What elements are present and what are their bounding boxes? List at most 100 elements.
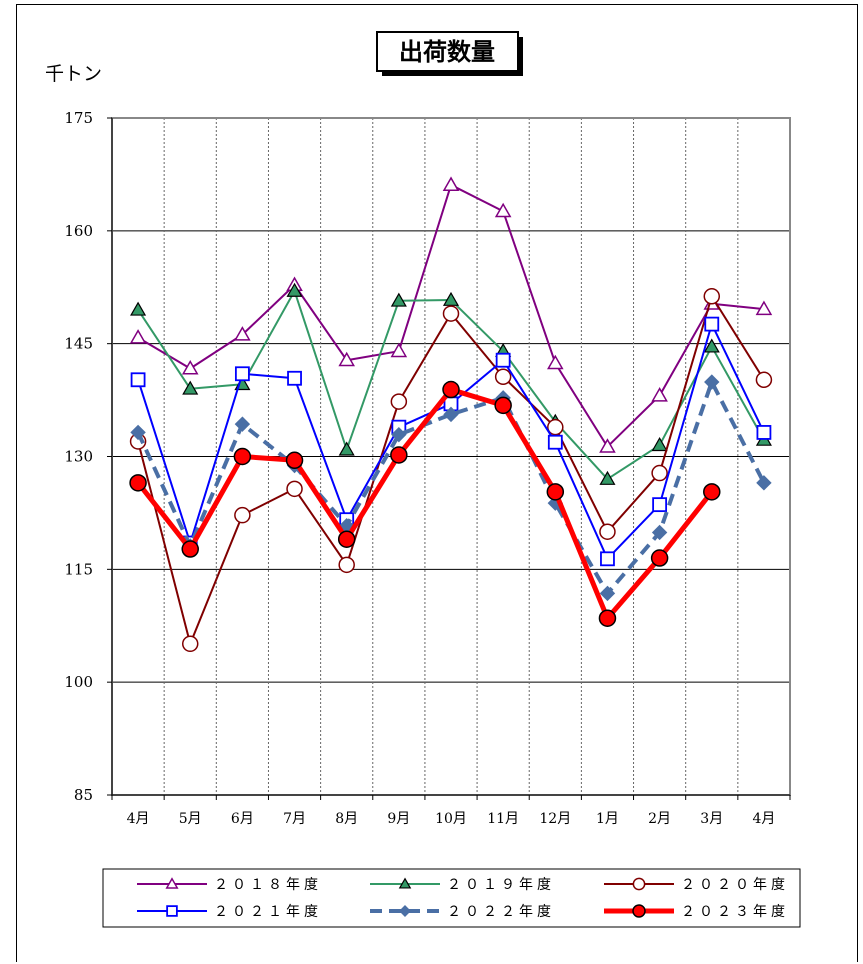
x-tick-label: 4月 xyxy=(752,811,775,827)
series-marker xyxy=(286,480,303,498)
series-marker xyxy=(130,301,147,316)
series-marker xyxy=(130,424,146,441)
series-marker xyxy=(547,434,563,450)
series-marker xyxy=(443,406,459,423)
series-marker xyxy=(391,426,407,443)
legend-label: ２０２３年度 xyxy=(681,904,789,920)
legend-entry: ２０２０年度 xyxy=(604,877,789,893)
series-marker xyxy=(390,292,407,307)
legend-entry: ２０２３年度 xyxy=(604,904,789,920)
y-tick-label: 145 xyxy=(64,335,93,353)
series-marker xyxy=(599,470,616,485)
series-line xyxy=(136,387,714,621)
series-marker xyxy=(599,438,616,453)
series-marker xyxy=(181,635,199,653)
series-marker xyxy=(651,524,668,541)
grid-lines xyxy=(112,118,790,795)
series-marker xyxy=(286,282,303,297)
x-tick-label: 1月 xyxy=(596,811,619,827)
series-marker xyxy=(494,202,512,218)
series-marker xyxy=(129,329,147,344)
series-marker xyxy=(442,176,460,191)
x-tick-label: 7月 xyxy=(283,811,306,827)
series-marker xyxy=(651,437,668,452)
series-marker xyxy=(399,905,411,917)
x-tick-label: 9月 xyxy=(387,811,410,827)
series-3 xyxy=(129,288,773,653)
series-marker xyxy=(600,551,615,567)
series-marker xyxy=(338,351,355,367)
series-marker xyxy=(337,530,356,548)
series-marker xyxy=(129,474,147,492)
x-tick-label: 5月 xyxy=(179,811,202,827)
series-marker xyxy=(181,359,199,375)
x-tick-label: 12月 xyxy=(539,811,571,827)
series-marker xyxy=(599,585,616,602)
series-marker xyxy=(442,291,460,306)
x-tick-label: 6月 xyxy=(231,811,254,827)
series-marker xyxy=(547,418,564,436)
series-marker xyxy=(234,416,251,432)
x-tick-label: 2月 xyxy=(648,811,671,827)
series-marker xyxy=(599,523,616,540)
series-marker xyxy=(547,354,564,370)
series-marker xyxy=(442,380,460,399)
series-marker xyxy=(546,483,565,501)
series-1 xyxy=(129,176,773,453)
legend-label: ２０１９年度 xyxy=(447,877,555,893)
series-marker xyxy=(704,374,720,390)
chart-title: 出荷数量 xyxy=(376,31,523,76)
x-tick-label: 8月 xyxy=(335,811,358,827)
y-tick-label: 160 xyxy=(64,222,93,240)
y-unit-label: 千トン xyxy=(45,63,102,85)
y-tick-label: 85 xyxy=(74,786,93,804)
legend-label: ２０１８年度 xyxy=(214,877,322,893)
series-6 xyxy=(129,380,721,627)
series-marker xyxy=(650,549,669,567)
y-axis: 85 100 115 130 145 160 175 xyxy=(64,109,112,804)
series-marker xyxy=(166,905,178,917)
series-marker xyxy=(495,352,511,368)
series-marker xyxy=(494,396,512,415)
chart-title-text: 出荷数量 xyxy=(399,38,495,66)
series-marker xyxy=(234,506,251,524)
legend-label: ２０２１年度 xyxy=(214,904,322,920)
legend-entry: ２０２１年度 xyxy=(137,904,322,920)
series-marker xyxy=(233,447,252,466)
legend-entry: ２０２２年度 xyxy=(370,904,555,920)
series-marker xyxy=(703,338,720,353)
series-marker xyxy=(285,451,304,470)
series-marker xyxy=(756,475,772,491)
legend-box xyxy=(102,868,801,928)
legend-label: ２０２０年度 xyxy=(681,877,789,893)
series-2 xyxy=(130,282,772,485)
series-marker xyxy=(632,877,646,891)
series-marker xyxy=(390,393,408,410)
series-marker xyxy=(652,497,668,513)
series-marker xyxy=(130,372,146,388)
series-marker xyxy=(703,288,721,305)
series-marker xyxy=(234,366,250,382)
legend-entry: ２０１８年度 xyxy=(137,877,322,893)
series-layer xyxy=(129,176,773,653)
series-marker xyxy=(234,326,251,341)
series-marker xyxy=(182,380,199,395)
series-marker xyxy=(755,300,773,316)
x-tick-label: 10月 xyxy=(435,811,467,827)
series-marker xyxy=(704,316,720,332)
x-tick-label: 4月 xyxy=(127,811,150,827)
series-marker xyxy=(338,441,355,456)
x-tick-label: 11月 xyxy=(487,811,519,827)
series-marker xyxy=(632,904,646,918)
series-4 xyxy=(130,316,772,567)
series-marker xyxy=(755,371,773,389)
series-marker xyxy=(390,342,408,358)
series-marker xyxy=(703,483,721,501)
series-line xyxy=(137,323,765,560)
x-tick-label: 3月 xyxy=(700,811,723,827)
series-marker xyxy=(390,446,408,464)
legend-label: ２０２２年度 xyxy=(447,904,555,920)
series-marker xyxy=(442,305,460,322)
series-marker xyxy=(165,877,179,889)
y-tick-label: 175 xyxy=(64,109,93,127)
